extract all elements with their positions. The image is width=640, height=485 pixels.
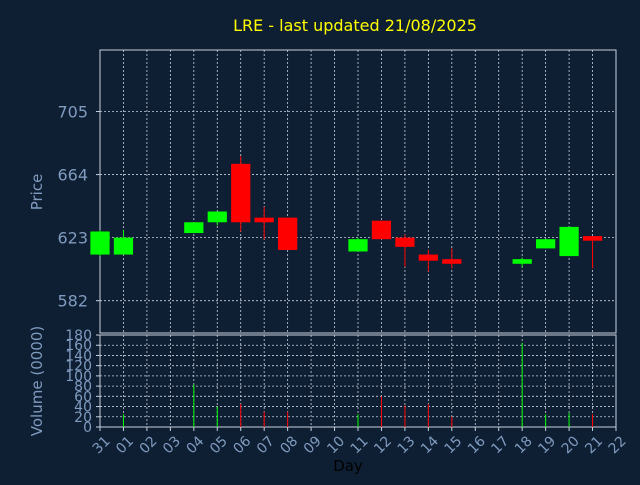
- candles: [90, 156, 603, 272]
- x-tick-label: 11: [348, 433, 372, 457]
- price-y-tick-label: 582: [57, 292, 88, 311]
- price-y-tick-label: 623: [57, 229, 88, 248]
- candle-body: [254, 217, 274, 223]
- candle-body: [113, 237, 134, 255]
- candle-body: [559, 226, 579, 257]
- x-tick-label: 15: [442, 433, 466, 457]
- x-tick-label: 04: [184, 433, 208, 457]
- x-tick-label: 13: [395, 433, 419, 457]
- candle-body: [348, 239, 368, 252]
- x-tick-label: 09: [301, 433, 325, 457]
- candle-body: [512, 259, 532, 264]
- price-panel: 582 623 664 705 Price: [28, 49, 617, 334]
- chart-title: LRE - last updated 21/08/2025: [233, 16, 477, 35]
- price-y-tick-label: 705: [57, 103, 88, 122]
- candle-body: [442, 259, 462, 264]
- x-tick-label: 02: [137, 433, 161, 457]
- x-tick-label: 06: [230, 433, 254, 457]
- candle-body: [184, 222, 204, 234]
- price-y-ticks: 582 623 664 705: [57, 103, 100, 311]
- volume-bars: [122, 342, 594, 427]
- volume-y-tick-label: 80: [74, 379, 92, 395]
- volume-y-tick-label: 20: [74, 410, 92, 426]
- x-tick-label: 20: [559, 433, 583, 457]
- volume-y-tick-label: 60: [74, 389, 92, 405]
- candle-body: [278, 217, 298, 250]
- volume-axis-label: Volume (0000): [28, 326, 46, 436]
- x-tick-label: 16: [465, 433, 489, 457]
- volume-y-tick-label: 160: [65, 338, 92, 354]
- volume-y-tick-label: 40: [74, 400, 92, 416]
- x-ticks: 31 01 02 03 04 05 06 07 08 09 10 11 12 13 14 15 16 17 18 19…: [90, 427, 630, 457]
- x-tick-label: 14: [418, 433, 442, 457]
- candle-body: [231, 163, 251, 223]
- volume-y-tick-label: 100: [65, 369, 92, 385]
- candle-body: [207, 211, 227, 223]
- volume-y-tick-label: 180: [65, 328, 92, 344]
- x-tick-label: 22: [606, 433, 630, 457]
- candle-body: [90, 231, 110, 255]
- x-tick-label: 12: [371, 433, 395, 457]
- price-axis-label: Price: [28, 174, 46, 211]
- x-tick-label: 10: [324, 433, 348, 457]
- x-tick-label: 18: [512, 433, 536, 457]
- volume-y-tick-label: 0: [83, 420, 92, 436]
- x-tick-label: 19: [535, 433, 559, 457]
- x-tick-label: 01: [113, 433, 137, 457]
- candle-body: [395, 237, 415, 247]
- x-tick-label: 03: [160, 433, 184, 457]
- price-y-tick-label: 664: [57, 166, 88, 185]
- candle-body: [536, 239, 556, 249]
- candle-body: [371, 220, 392, 240]
- candle-body: [418, 254, 438, 261]
- x-tick-label: 21: [582, 433, 606, 457]
- x-tick-label: 07: [254, 433, 278, 457]
- x-tick-label: 05: [207, 433, 231, 457]
- volume-y-tick-label: 140: [65, 348, 92, 364]
- volume-y-tick-label: 120: [65, 359, 92, 375]
- x-tick-label: 31: [90, 433, 114, 457]
- x-tick-label: 08: [277, 433, 301, 457]
- x-axis-label: Day: [333, 457, 363, 475]
- candle-body: [582, 236, 603, 241]
- x-tick-label: 17: [488, 433, 512, 457]
